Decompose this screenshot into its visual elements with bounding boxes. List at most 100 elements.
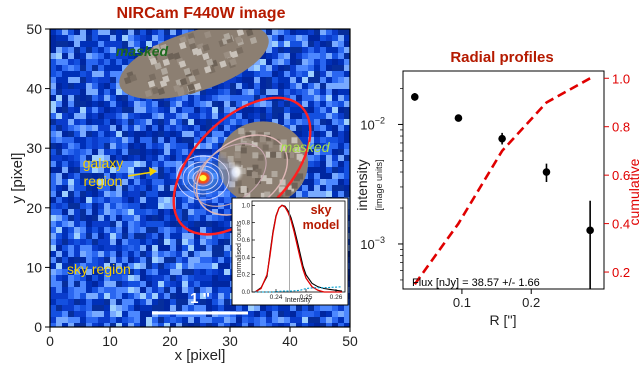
image-pixel: [104, 257, 110, 263]
image-pixel: [140, 203, 146, 209]
image-pixel: [74, 251, 80, 257]
image-pixel: [278, 41, 284, 47]
image-pixel: [68, 299, 74, 305]
mask-pixel: [187, 37, 196, 46]
image-pixel: [74, 53, 80, 59]
image-pixel: [170, 149, 176, 155]
image-pixel: [314, 65, 320, 71]
image-pixel: [224, 251, 230, 257]
image-pixel: [164, 113, 170, 119]
image-pixel: [98, 155, 104, 161]
image-pixel: [206, 323, 212, 327]
image-pixel: [104, 179, 110, 185]
image-pixel: [68, 155, 74, 161]
image-pixel: [218, 101, 224, 107]
image-pixel: [104, 233, 110, 239]
image-pixel: [80, 95, 86, 101]
image-pixel: [326, 131, 332, 137]
image-pixel: [68, 101, 74, 107]
mask-pixel: [234, 145, 241, 152]
image-pixel: [146, 305, 152, 311]
image-pixel: [62, 89, 68, 95]
image-pixel: [62, 179, 68, 185]
mask-pixel: [223, 32, 231, 41]
image-pixel: [158, 113, 164, 119]
image-pixel: [116, 215, 122, 221]
image-pixel: [290, 41, 296, 47]
image-pixel: [134, 275, 140, 281]
image-pixel: [266, 77, 272, 83]
image-pixel: [104, 311, 110, 317]
inset-title: sky model: [303, 203, 340, 232]
image-pixel: [80, 305, 86, 311]
image-pixel: [68, 41, 74, 47]
image-pixel: [86, 215, 92, 221]
image-pixel: [92, 299, 98, 305]
mask-pixel: [291, 137, 298, 144]
image-pixel: [98, 167, 104, 173]
image-pixel: [146, 197, 152, 203]
image-pixel: [278, 305, 284, 311]
image-pixel: [104, 83, 110, 89]
image-pixel: [230, 323, 236, 327]
image-pixel: [152, 323, 158, 327]
image-pixel: [254, 59, 260, 65]
image-pixel: [116, 203, 122, 209]
image-pixel: [344, 41, 350, 47]
image-pixel: [104, 143, 110, 149]
image-pixel: [86, 161, 92, 167]
image-pixel: [170, 317, 176, 323]
image-pixel: [194, 209, 200, 215]
image-pixel: [266, 53, 272, 59]
image-pixel: [86, 53, 92, 59]
image-pixel: [200, 119, 206, 125]
image-pixel: [308, 47, 314, 53]
image-pixel: [260, 113, 266, 119]
image-pixel: [344, 185, 350, 191]
image-pixel: [308, 311, 314, 317]
mask-pixel: [149, 57, 158, 66]
image-pixel: [128, 35, 134, 41]
image-pixel: [332, 107, 338, 113]
image-pixel: [344, 89, 350, 95]
image-pixel: [110, 143, 116, 149]
image-pixel: [50, 125, 56, 131]
image-pixel: [320, 311, 326, 317]
image-pixel: [344, 143, 350, 149]
image-pixel: [62, 263, 68, 269]
image-pixel: [92, 65, 98, 71]
image-pixel: [110, 113, 116, 119]
image-pixel: [104, 227, 110, 233]
image-pixel: [146, 113, 152, 119]
image-pixel: [86, 185, 92, 191]
image-pixel: [122, 191, 128, 197]
image-pixel: [80, 155, 86, 161]
image-pixel: [308, 167, 314, 173]
image-pixel: [344, 149, 350, 155]
image-pixel: [74, 311, 80, 317]
image-pixel: [62, 143, 68, 149]
image-pixel: [338, 149, 344, 155]
image-pixel: [296, 35, 302, 41]
image-pixel: [56, 197, 62, 203]
mask-pixel: [160, 67, 169, 76]
image-pixel: [56, 203, 62, 209]
image-pixel: [224, 323, 230, 327]
mask-pixel: [252, 164, 259, 171]
mask-pixel: [235, 180, 242, 187]
image-pixel: [128, 29, 134, 35]
image-pixel: [230, 101, 236, 107]
image-pixel: [86, 263, 92, 269]
image-pixel: [302, 83, 308, 89]
image-pixel: [230, 83, 236, 89]
image-pixel: [170, 233, 176, 239]
image-pixel: [254, 89, 260, 95]
image-pixel: [158, 101, 164, 107]
mask-pixel: [123, 76, 132, 85]
image-pixel: [128, 59, 134, 65]
mask-pixel: [262, 144, 269, 151]
radial-axes: 0.1 0.210−210−30.20.40.60.81.0: [360, 71, 630, 310]
image-pixel: [254, 65, 260, 71]
image-pixel: [104, 203, 110, 209]
mask-pixel: [179, 36, 187, 44]
